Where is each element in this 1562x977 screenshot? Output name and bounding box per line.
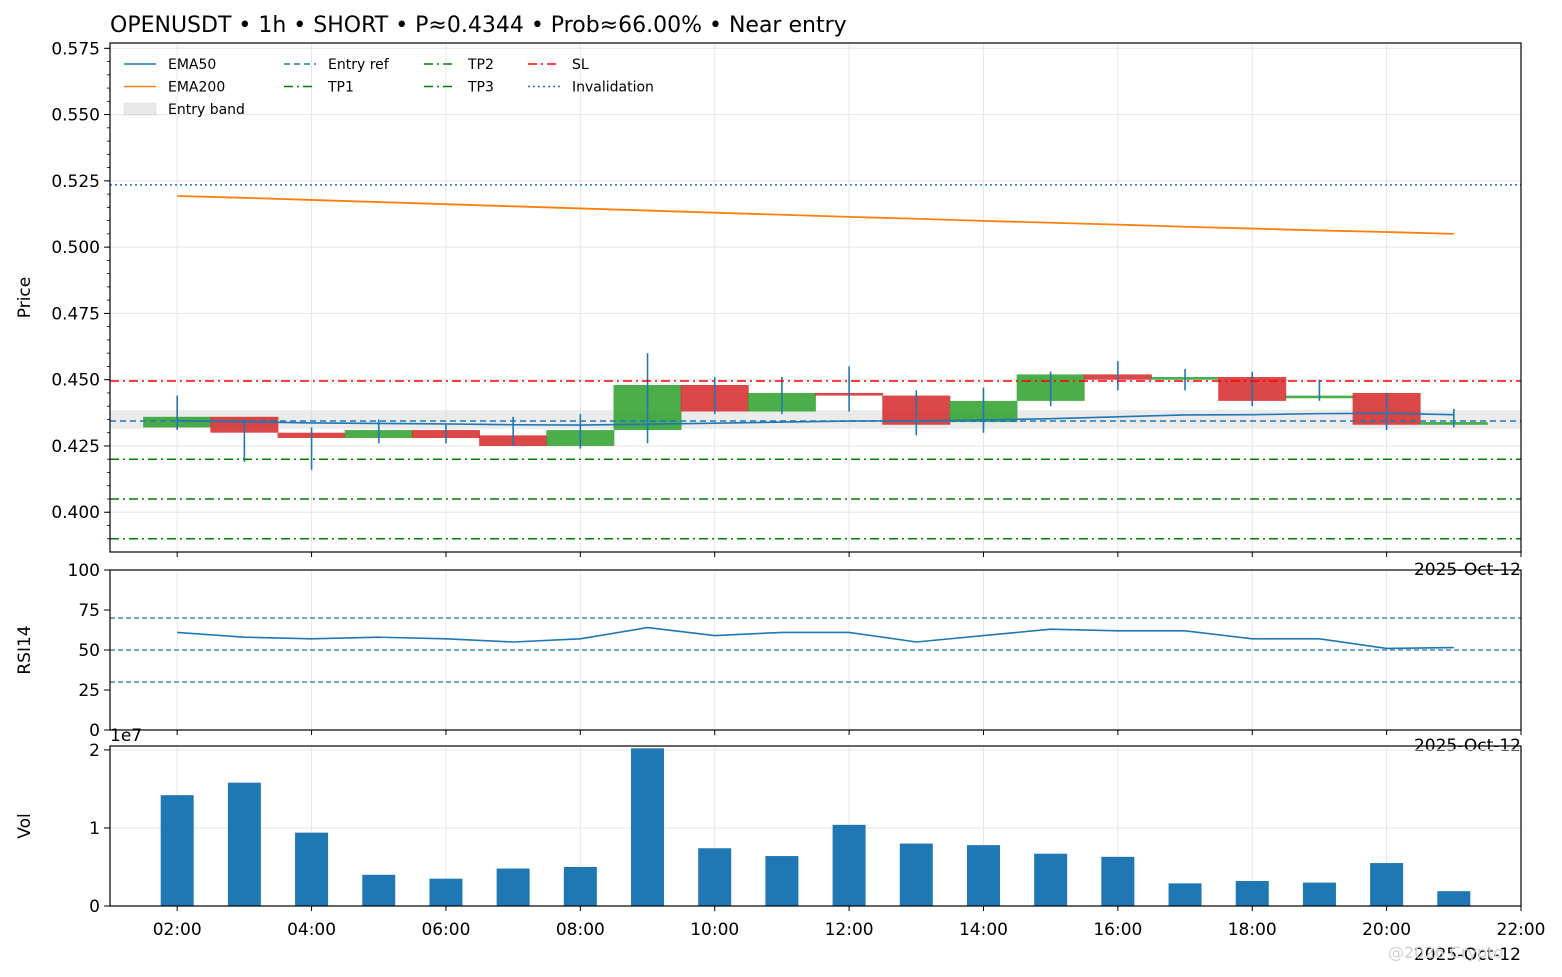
- volume-bar: [832, 824, 866, 906]
- volume-bar: [1168, 883, 1202, 906]
- price-panel: 0.400 0.425 0.450 0.475 0.500 0.525 0.550 0.575…: [15, 39, 1522, 580]
- legend-label: Invalidation: [572, 80, 654, 96]
- rsi-y-tick-label: 50: [78, 641, 100, 661]
- volume-y-axis-label: Vol: [15, 813, 35, 838]
- volume-bar: [698, 848, 732, 906]
- volume-bar: [295, 832, 329, 906]
- price-y-tick-label: 0.450: [51, 371, 100, 391]
- volume-bar: [160, 795, 194, 906]
- volume-bar: [1034, 853, 1068, 906]
- volume-x-tick-label: 14:00: [959, 920, 1008, 940]
- volume-y-tick-label: 2: [89, 741, 100, 761]
- volume-x-tick-label: 20:00: [1362, 920, 1411, 940]
- volume-bar: [1302, 882, 1336, 906]
- price-y-tick-label: 0.525: [51, 172, 100, 192]
- volume-bar: [362, 874, 396, 906]
- price-y-tick-label: 0.575: [51, 39, 100, 59]
- ema50-line: [177, 412, 1454, 426]
- volume-bar: [1235, 881, 1269, 906]
- price-y-tick-label: 0.425: [51, 437, 100, 457]
- volume-bar: [1101, 856, 1135, 906]
- legend-label: EMA50: [168, 57, 216, 73]
- rsi-y-axis-label: RSI14: [15, 625, 35, 674]
- rsi-y-tick-label: 0: [89, 721, 100, 741]
- volume-x-tick-label: 08:00: [556, 920, 605, 940]
- volume-bar: [496, 868, 530, 906]
- volume-x-tick-label: 02:00: [153, 920, 202, 940]
- rsi-y-tick-label: 100: [68, 561, 100, 581]
- volume-y-tick-label: 1: [89, 819, 100, 839]
- volume-x-tick-label: 16:00: [1093, 920, 1142, 940]
- legend-label: TP3: [467, 80, 494, 96]
- volume-x-tick-label: 22:00: [1497, 920, 1546, 940]
- rsi-y-tick-label: 75: [78, 601, 100, 621]
- volume-x-tick-label: 12:00: [825, 920, 874, 940]
- entry-band: [110, 410, 1521, 429]
- legend-label: TP1: [327, 80, 354, 96]
- legend-label: TP2: [467, 57, 494, 73]
- legend-label: Entry ref: [328, 57, 390, 73]
- price-y-tick-label: 0.550: [51, 106, 100, 126]
- ema200-line: [177, 195, 1454, 235]
- volume-bar: [966, 845, 1000, 906]
- volume-panel: 0 1 2 02:00 04:00 06:00 08:00 10:00 12:00 14:00 16…: [15, 726, 1546, 965]
- legend-swatch: [123, 102, 157, 116]
- price-y-tick-label: 0.400: [51, 503, 100, 523]
- watermark: @2026 Crypto: [1388, 943, 1503, 962]
- price-y-axis-label: Price: [15, 277, 35, 318]
- chart-title: OPENUSDT • 1h • SHORT • P≈0.4344 • Prob≈…: [110, 13, 847, 38]
- legend-label: SL: [572, 57, 589, 73]
- volume-bar: [1370, 863, 1404, 906]
- legend-label: EMA200: [168, 80, 225, 96]
- volume-bar: [631, 748, 665, 906]
- volume-bar: [563, 866, 597, 906]
- volume-bar: [1437, 891, 1471, 906]
- volume-x-tick-label: 10:00: [690, 920, 739, 940]
- volume-x-tick-label: 04:00: [287, 920, 336, 940]
- volume-axes-frame: [109, 745, 1522, 907]
- volume-bar: [765, 856, 799, 906]
- price-axes-frame: [109, 42, 1522, 553]
- volume-bar: [899, 843, 933, 906]
- price-y-tick-label: 0.475: [51, 304, 100, 324]
- rsi-y-tick-label: 25: [78, 681, 100, 701]
- volume-x-tick-label: 18:00: [1228, 920, 1277, 940]
- volume-bar: [429, 878, 463, 906]
- volume-scale-label: 1e7: [110, 726, 142, 746]
- rsi-line: [177, 626, 1454, 650]
- volume-bar: [227, 782, 261, 906]
- volume-date-label: 2025-Oct-12: [1414, 945, 1521, 965]
- price-y-tick-label: 0.500: [51, 238, 100, 258]
- volume-y-tick-label: 0: [89, 897, 100, 917]
- legend-label: Entry band: [168, 102, 245, 118]
- volume-x-tick-label: 06:00: [421, 920, 470, 940]
